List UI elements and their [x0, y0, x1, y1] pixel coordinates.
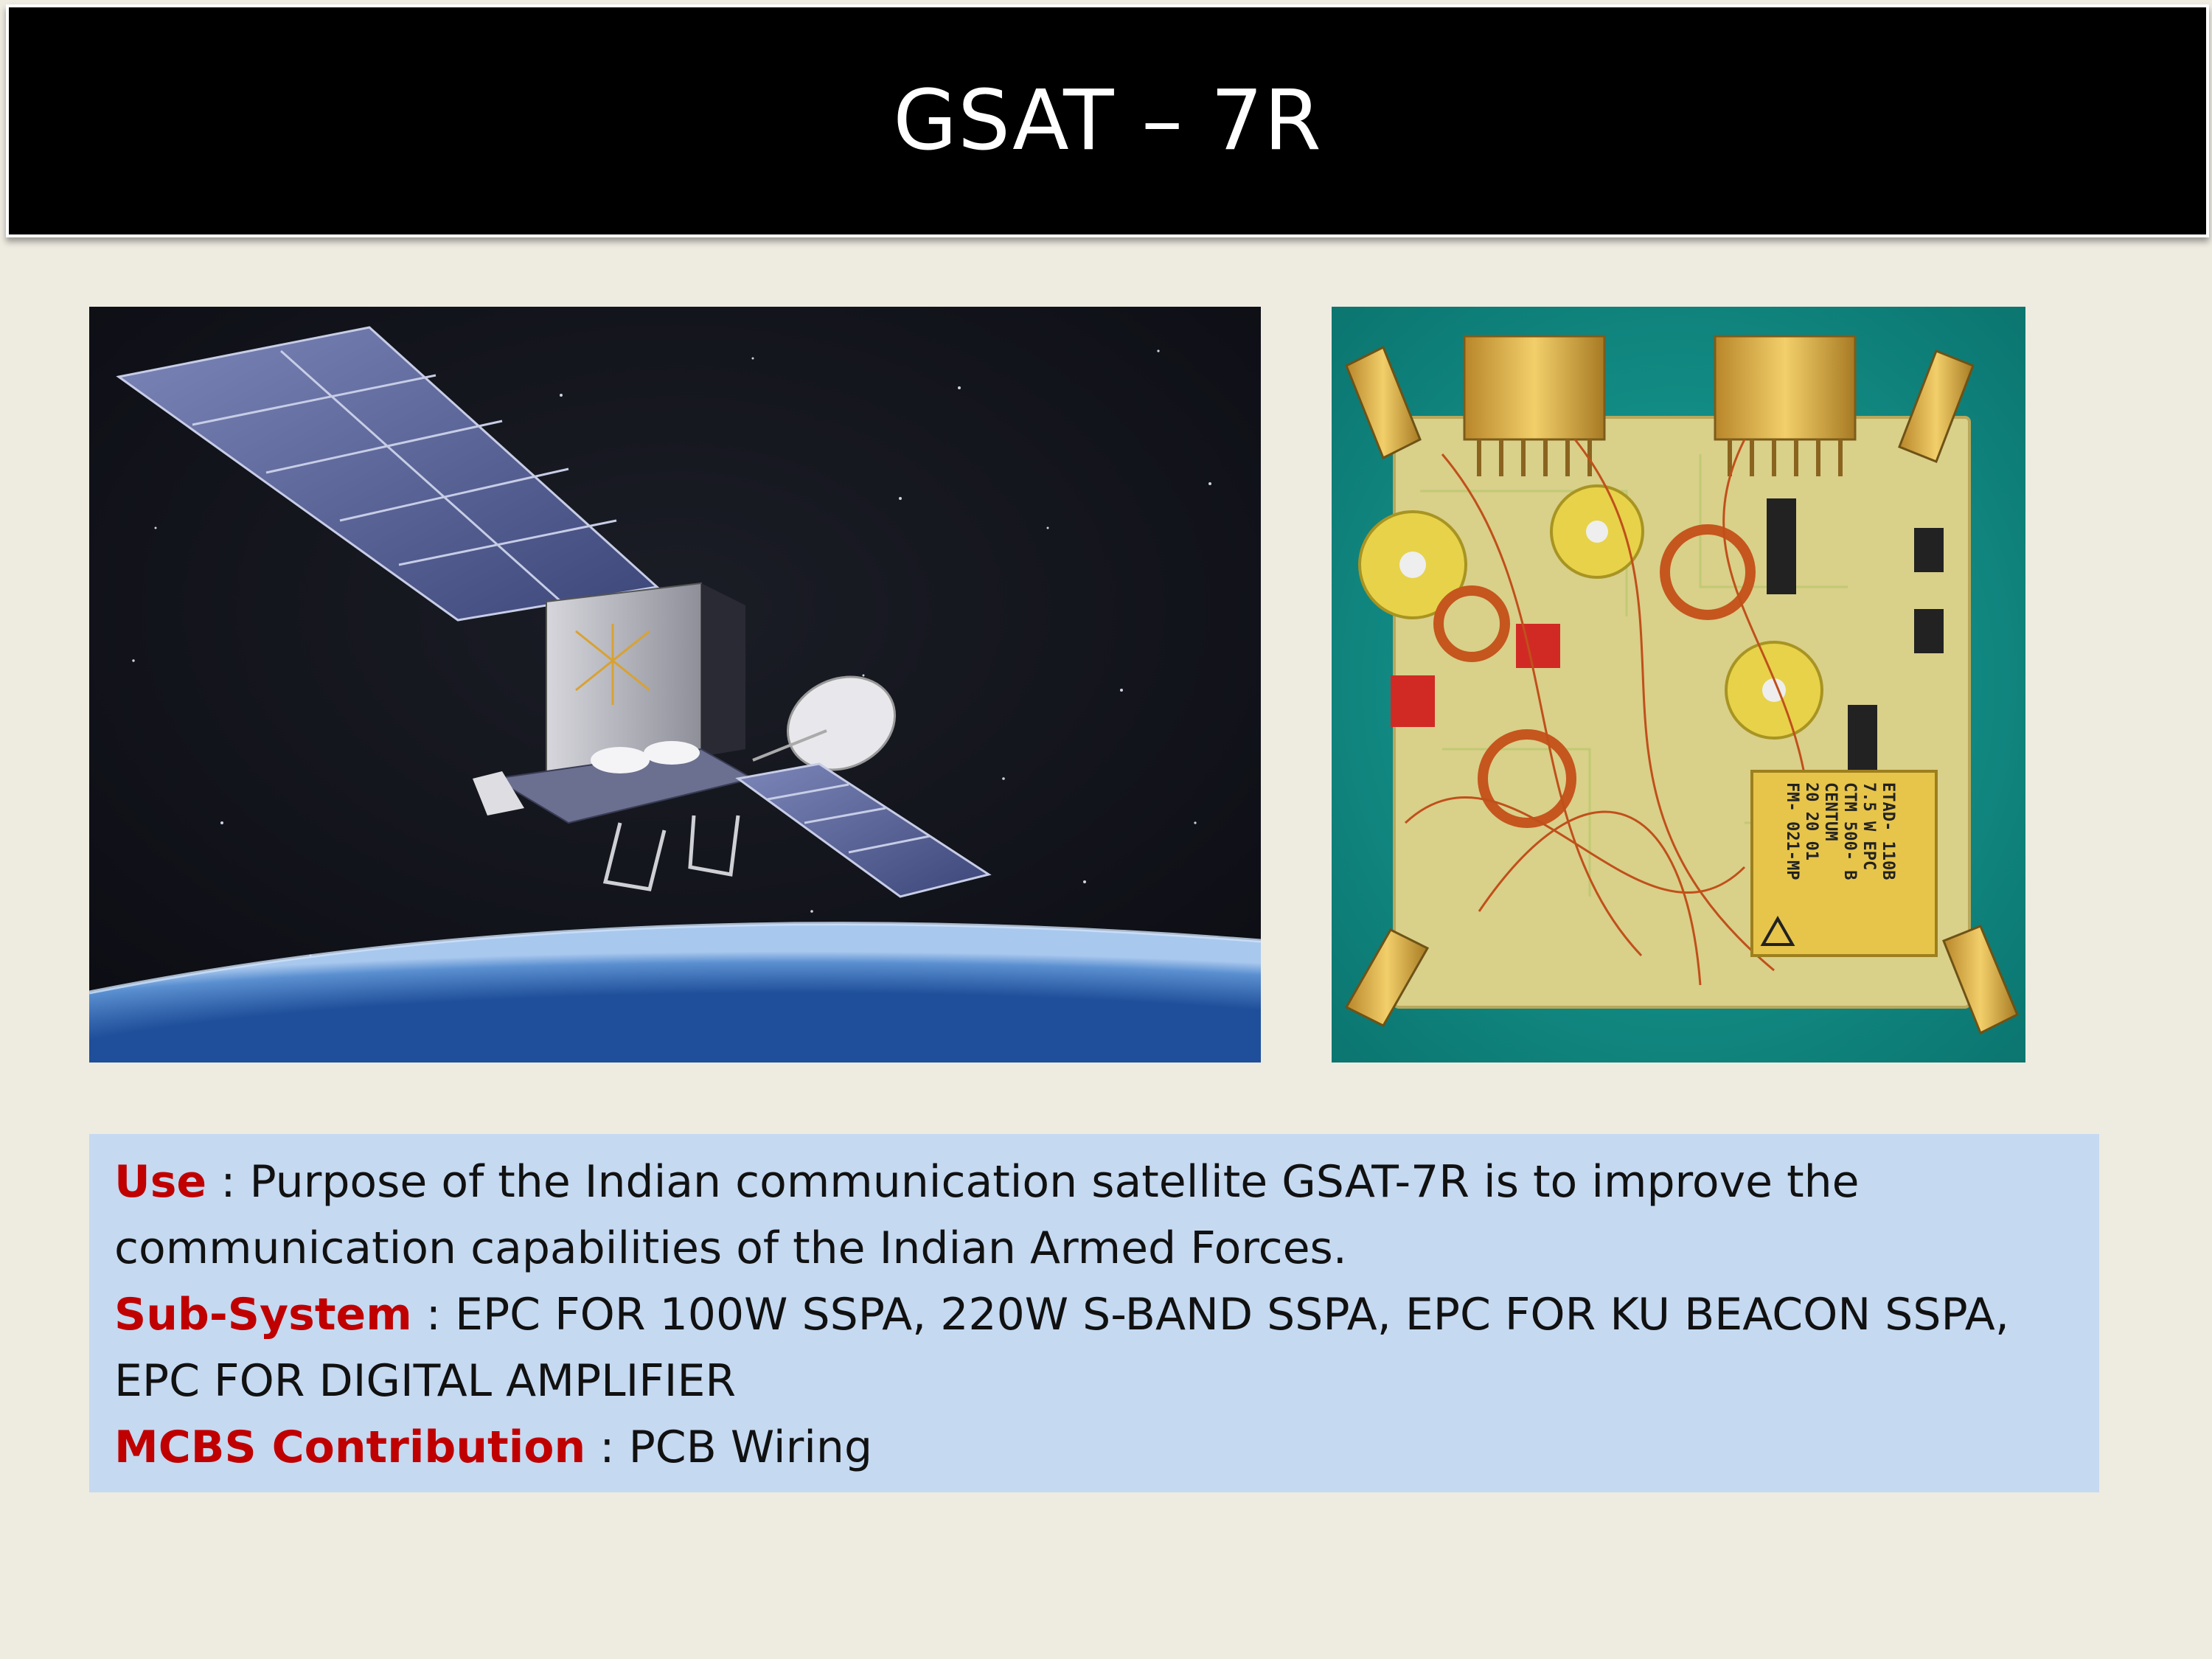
use-label: Use [114, 1156, 207, 1208]
info-box: Use : Purpose of the Indian communicatio… [89, 1134, 2099, 1492]
slide-title: GSAT – 7R [893, 73, 1322, 169]
subsystem-text: : EPC FOR 100W SSPA, 220W S-BAND SSPA, E… [114, 1289, 2009, 1407]
pcb-label-line-4: CENTUM [1821, 782, 1840, 841]
pcb-label-line-5: 20 20 01 [1802, 782, 1820, 860]
satellite-image [89, 307, 1261, 1062]
title-bar: GSAT – 7R [6, 4, 2209, 237]
pcb-label-line-3: CTM 500- B [1840, 782, 1859, 880]
pcb-label-line-6: FM- 021-MP [1783, 782, 1801, 880]
subsystem-label: Sub-System [114, 1289, 412, 1340]
use-paragraph: Use : Purpose of the Indian communicatio… [114, 1149, 2074, 1281]
subsystem-paragraph: Sub-System : EPC FOR 100W SSPA, 220W S-B… [114, 1281, 2074, 1414]
pcb-label-line-2: 7.5 W EPC [1860, 782, 1878, 870]
contribution-label: MCBS Contribution [114, 1422, 586, 1473]
contribution-paragraph: MCBS Contribution : PCB Wiring [114, 1414, 2074, 1481]
pcb-label-line-1: ETAD- 110B [1879, 782, 1897, 880]
epc-circuit-board-image: ETAD- 110B 7.5 W EPC CTM 500- B CENTUM 2… [1332, 307, 2025, 1062]
contribution-text: : PCB Wiring [585, 1422, 873, 1473]
use-text: : Purpose of the Indian communication sa… [114, 1156, 1860, 1274]
